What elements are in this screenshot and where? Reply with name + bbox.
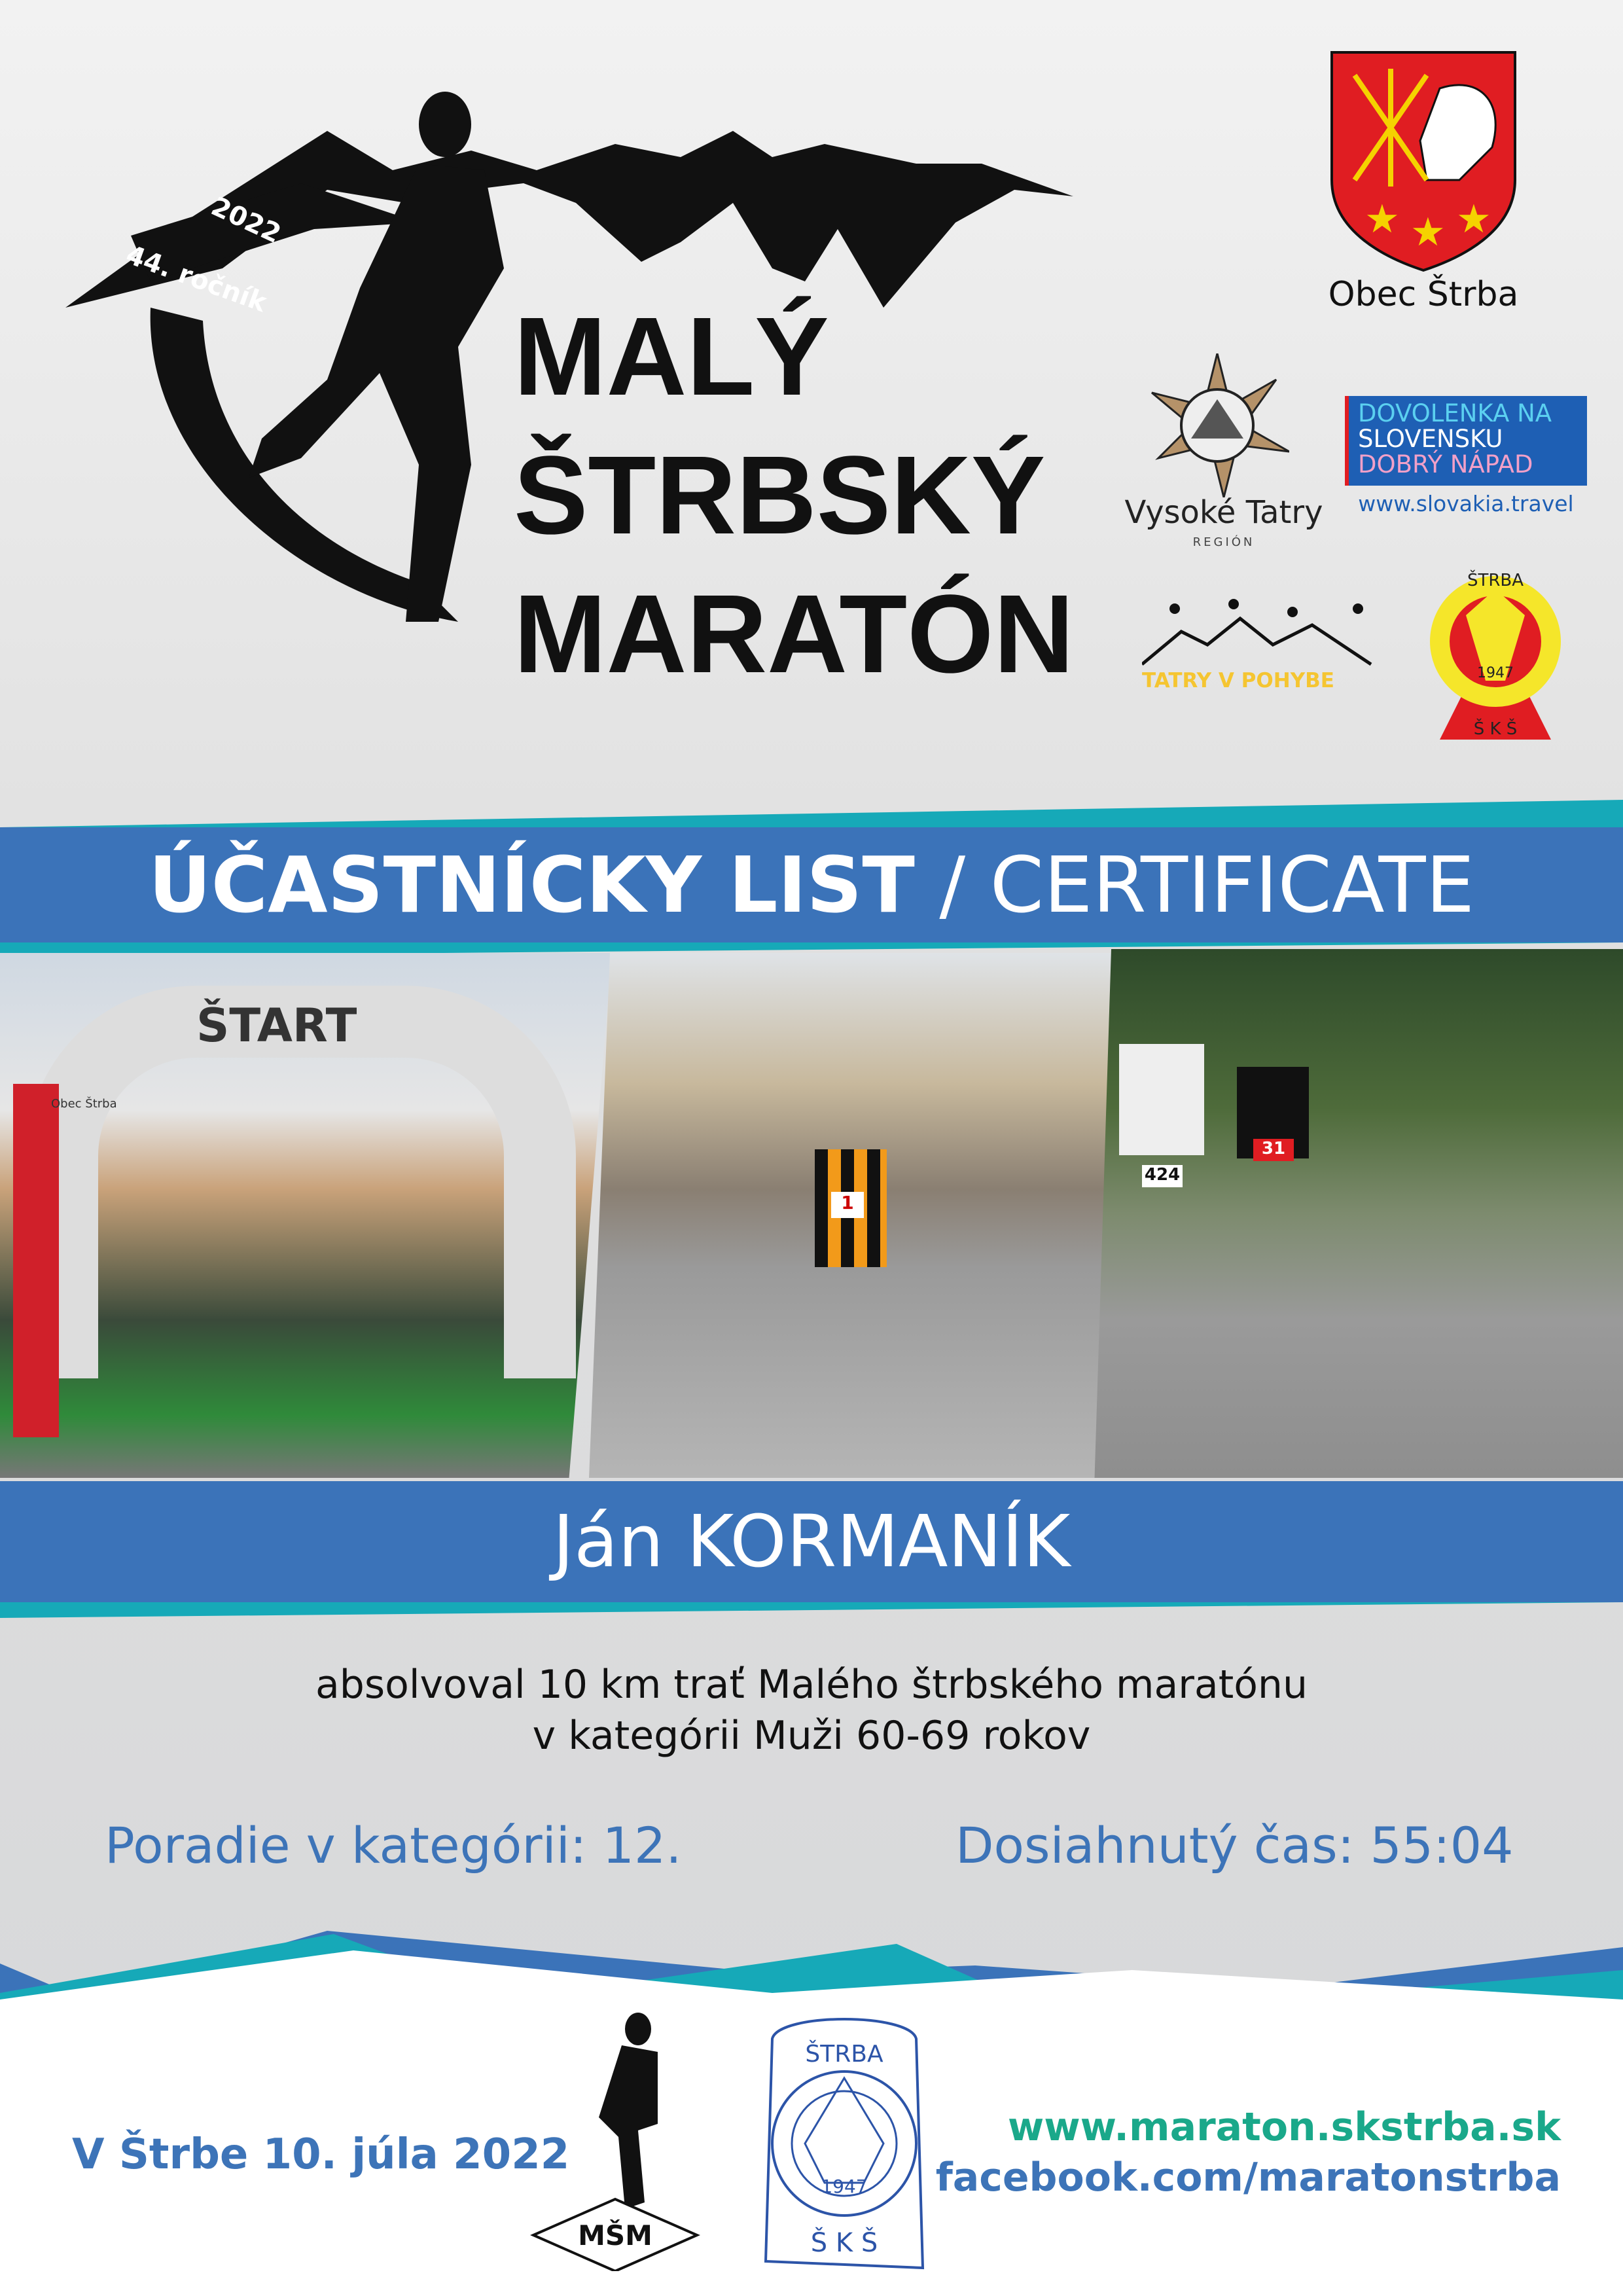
footer-facebook[interactable]: facebook.com/maratonstrba (935, 2155, 1561, 2200)
tatry-v-pohybe-label: TATRY V POHYBE (1142, 669, 1334, 692)
sks-stamp-logo: ŠTRBA 1947 Š K Š (764, 2018, 925, 2270)
participant-name: Ján KORMANÍK (0, 1481, 1623, 1602)
arch-logo-label: Obec Štrba (51, 1097, 117, 1111)
time-label: Dosiahnutý čas: 55:04 (955, 1816, 1514, 1874)
teal-stripe-name (0, 1602, 1623, 1618)
slovakia-line1: DOVOLENKA NA (1358, 399, 1552, 427)
title-line-1: MALÝ (514, 295, 829, 419)
photo-runner-finish: 1 (589, 953, 1113, 1478)
slovakia-line3: DOBRÝ NÁPAD (1358, 450, 1533, 478)
title-line-2: ŠTRBSKÝ (514, 433, 1046, 558)
edelweiss-icon (1151, 353, 1289, 497)
msm-runner-logo: MŠM (530, 2013, 700, 2271)
svg-text:★: ★ (1410, 209, 1446, 255)
body-line-2: v kategórii Muži 60-69 rokov (532, 1713, 1091, 1759)
svg-text:★: ★ (1456, 196, 1491, 242)
msm-label: MŠM (578, 2219, 652, 2251)
certificate-title-rest: / CERTIFICATE (914, 840, 1475, 930)
bib-number: 424 (1142, 1165, 1183, 1187)
vysoke-tatry-name: Vysoké Tatry (1124, 494, 1323, 531)
slovakia-line2: SLOVENSKU (1358, 424, 1503, 453)
slovakia-url[interactable]: www.slovakia.travel (1358, 491, 1574, 516)
rank-label: Poradie v kategórii: 12. (105, 1816, 682, 1874)
stamp-year: 1947 (821, 2176, 867, 2197)
stamp-bottom: Š K Š (811, 2227, 878, 2258)
mountain-decoration (0, 1931, 1623, 2296)
vysoke-tatry-sub: REGIÓN (1192, 535, 1255, 549)
sports-mountains-icon (1142, 599, 1372, 666)
start-arch-label: ŠTART (196, 999, 357, 1052)
sks-top: ŠTRBA (1467, 569, 1524, 590)
svg-text:★: ★ (1364, 196, 1400, 242)
sports-club-badge-icon: ŠTRBA 1947 Š K Š (1430, 569, 1561, 740)
photo-runners-road: 424 31 (1094, 949, 1623, 1478)
certificate-band: ÚČASTNÍCKY LIST / CERTIFICATE (0, 827, 1623, 942)
runner-mountains-illustration: 44. ročník 2022 (65, 92, 1073, 622)
title-line-3: MARATÓN (514, 572, 1075, 696)
footer-date: V Štrbe 10. júla 2022 (72, 2130, 570, 2179)
certificate-title-bold: ÚČASTNÍCKY LIST (148, 840, 915, 930)
bib-number: 31 (1253, 1139, 1294, 1161)
stamp-top: ŠTRBA (805, 2040, 883, 2068)
bib-number: 1 (831, 1192, 864, 1218)
sks-year: 1947 (1477, 665, 1514, 681)
photo-start-line: ŠTART Obec Štrba (0, 953, 612, 1478)
teal-stripe-top (0, 800, 1623, 827)
body-line-1: absolvoval 10 km trať Malého štrbského m… (315, 1662, 1308, 1708)
obec-strba-label: Obec Štrba (1328, 275, 1519, 314)
footer-website[interactable]: www.maraton.skstrba.sk (1007, 2104, 1561, 2150)
coat-of-arms-icon: ★ ★ ★ (1330, 51, 1516, 272)
sks-bottom: Š K Š (1474, 718, 1518, 739)
